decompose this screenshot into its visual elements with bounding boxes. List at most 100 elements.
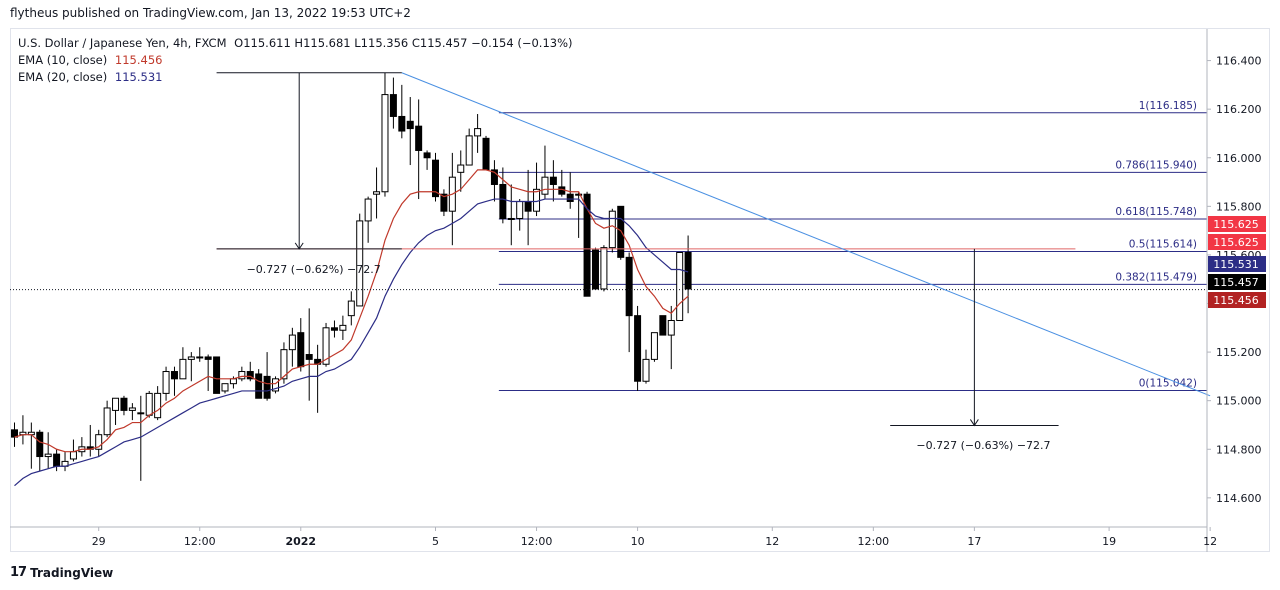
price-tag: 115.456 <box>1208 292 1266 308</box>
measure-label-bottom: −0.727 (−0.63%) −72.7 <box>916 439 1051 453</box>
price-tag: 115.457 <box>1208 274 1266 290</box>
candle-body <box>650 332 658 360</box>
x-tick-label: 12:00 <box>857 535 889 548</box>
candle-body <box>575 193 583 196</box>
price-tag-bg <box>1208 256 1266 272</box>
measure-top-arrow <box>294 242 304 250</box>
candle-body <box>128 407 136 411</box>
tv-logo-icon: 17 <box>10 565 27 580</box>
y-tick-label: 115.200 <box>1216 346 1262 359</box>
fib-level-label: 0.382(115.479) <box>1115 271 1197 283</box>
candle <box>204 354 212 391</box>
candle-body <box>642 358 650 382</box>
candle-body <box>238 371 246 380</box>
fib-level-label: 0.618(115.748) <box>1115 206 1197 218</box>
candle-body <box>255 373 263 399</box>
x-tick-label: 12 <box>1203 535 1217 548</box>
candle-body <box>145 392 153 416</box>
price-tag-bg <box>1208 234 1266 250</box>
candle <box>170 366 178 396</box>
candle-body <box>288 334 296 351</box>
price-tag-text: 115.531 <box>1213 258 1259 271</box>
candle <box>11 422 18 447</box>
candle-body <box>440 193 448 212</box>
candle <box>398 84 406 139</box>
candle-body <box>659 315 667 336</box>
candle <box>213 356 221 394</box>
candle <box>549 160 557 202</box>
candle-body <box>347 300 355 317</box>
candle <box>19 415 27 445</box>
price-tag-bg <box>1208 292 1266 308</box>
price-tags: 115.625 115.625 115.531 115.457 115.456 <box>1208 216 1266 308</box>
candle <box>78 437 86 457</box>
candle <box>196 347 204 362</box>
candle <box>625 252 633 353</box>
ema10-label: EMA (10, close) <box>18 53 108 67</box>
candle <box>272 376 280 394</box>
candle-body <box>280 349 288 380</box>
fib-level-label: 1(116.185) <box>1139 100 1197 112</box>
candle <box>558 169 566 197</box>
y-tick-label: 116.400 <box>1216 55 1262 68</box>
candle <box>474 114 482 153</box>
candle <box>179 347 187 380</box>
published-caption: flytheus published on TradingView.com, J… <box>10 6 411 20</box>
candle-body <box>322 327 330 365</box>
candle-body <box>600 247 608 290</box>
candle-body <box>423 152 431 159</box>
y-tick-label: 114.600 <box>1216 492 1262 505</box>
candle-body <box>36 431 44 458</box>
candle <box>330 320 338 338</box>
candle-body <box>229 378 237 385</box>
fib-retracement: 1(116.185) 0.786(115.940) 0.618(115.748) 0.… <box>498 100 1207 391</box>
legend-ema10-row[interactable]: EMA (10, close) 115.456 <box>18 52 573 69</box>
candle-body <box>398 115 406 132</box>
fib-level-label: 0(115.042) <box>1139 377 1197 389</box>
candle-body <box>490 169 498 185</box>
candle-body <box>170 371 178 380</box>
candle-body <box>667 320 675 336</box>
x-tick-label: 17 <box>967 535 981 548</box>
candle-body <box>356 220 364 307</box>
candle <box>600 245 608 292</box>
candle <box>440 189 448 217</box>
candle-body <box>297 332 305 368</box>
candle-body <box>112 397 120 411</box>
candle <box>642 349 650 384</box>
symbol-title[interactable]: U.S. Dollar / Japanese Yen, 4h, FXCM <box>18 36 227 50</box>
candle <box>95 429 103 457</box>
candle <box>533 162 541 217</box>
candle <box>36 429 44 472</box>
candle-body <box>373 191 381 195</box>
x-tick-label: 19 <box>1102 535 1116 548</box>
candle <box>524 169 532 246</box>
fib-level-label: 0.786(115.940) <box>1115 159 1197 171</box>
candle <box>263 352 271 401</box>
candle <box>650 332 658 362</box>
candle <box>339 315 347 340</box>
candle <box>373 167 381 219</box>
tradingview-logo[interactable]: 17 TradingView <box>10 565 113 580</box>
candle <box>457 150 465 192</box>
candle-body <box>516 200 524 219</box>
candle <box>44 432 52 469</box>
candle-body <box>120 397 128 411</box>
candle <box>255 369 263 399</box>
x-tick-label: 12 <box>765 535 779 548</box>
y-tick-label: 116.000 <box>1216 152 1262 165</box>
candle <box>86 424 94 457</box>
candle <box>112 397 120 425</box>
ohlc-values: O115.611 H115.681 L115.356 C115.457 −0.1… <box>234 36 573 50</box>
candle <box>566 172 574 209</box>
candle <box>541 145 549 200</box>
candle-body <box>179 358 187 380</box>
axes: 114.600114.800115.000115.200115.400115.6… <box>10 29 1262 552</box>
candle-body <box>634 315 642 382</box>
candle <box>676 251 684 322</box>
candle-body <box>305 354 313 360</box>
candle <box>297 318 305 372</box>
candle <box>516 199 524 231</box>
legend-ema20-row[interactable]: EMA (20, close) 115.531 <box>18 69 573 86</box>
